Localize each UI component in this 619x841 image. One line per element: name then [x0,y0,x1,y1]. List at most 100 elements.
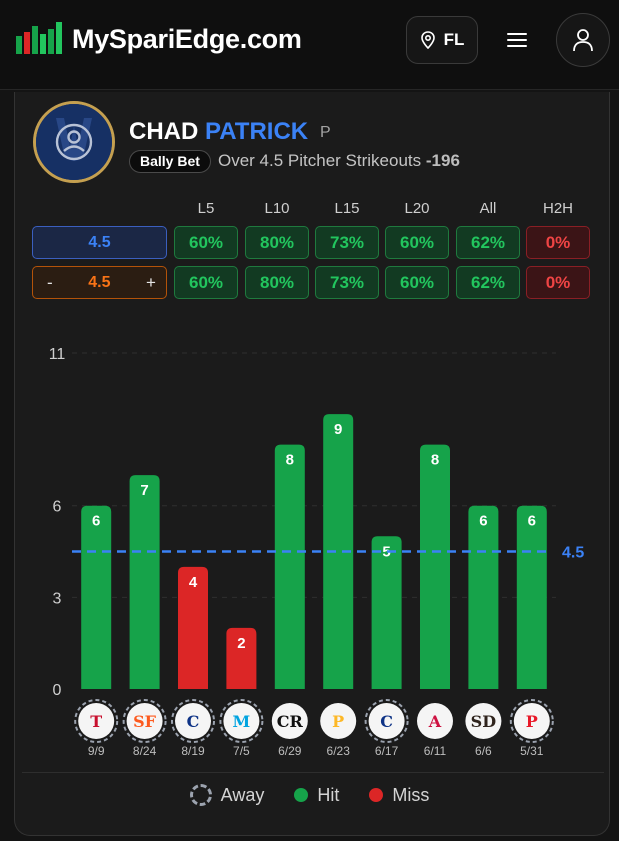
decrease-line-button[interactable]: - [47,272,53,292]
x-tick-date-label: 8/19 [181,744,205,758]
opponent-logo-icon [223,703,260,739]
x-tick-date-label: 9/9 [88,744,105,758]
bar [274,444,305,689]
adj-split-l10-pct: 80% [245,266,309,299]
increase-line-button[interactable]: + [146,272,156,292]
split-header-all: All [479,200,497,217]
away-ring-icon [509,699,554,743]
bar-value-label: 9 [334,421,342,438]
legend-hit: Hit [294,785,339,806]
adj-split-h2h-pct: 0% [526,266,590,299]
bar-value-label: 5 [382,543,390,560]
opponent-logo-icon [78,703,115,739]
sportsbook-badge[interactable]: Bally Bet [129,150,211,173]
split-header-h2h: H2H [542,200,573,217]
adj-split-l15-pct: 73% [315,266,379,299]
split-header-l5: L5 [197,200,215,217]
state-selector-button[interactable]: FL [406,16,478,64]
opponent-logo-icon [513,703,550,739]
away-ring-icon [122,699,167,743]
y-tick-label: 11 [49,346,66,363]
strikeouts-bar-chart: 0 3 6 11 6 T 9/9 7 SF 8/24 4 C 8/19 2 M 7/5 8 CR 6/29 9 P 6/2… [49,346,585,758]
location-pin-icon [420,31,435,49]
x-tick-date-label: 6/29 [278,744,302,758]
x-tick-date-label: 7/5 [233,744,250,758]
state-label: FL [443,30,465,49]
split-header-l15: L15 [334,200,360,217]
adj-split-all-pct: 62% [456,266,520,299]
account-button[interactable] [556,13,610,67]
opponent-logo-icon [417,703,453,739]
legend-hit-label: Hit [317,784,340,805]
adj-split-l20-pct: 60% [385,266,449,299]
bar-value-label: 6 [92,513,100,530]
opponent-initial-glyph: SF [133,712,157,731]
split-l10-pct: 80% [245,226,309,259]
threshold-label: 4.5 [562,545,584,562]
opponent-initial-glyph: CR [277,712,304,731]
chart-legend: Away Hit Miss [0,784,619,806]
bar [81,505,112,689]
brewers-logo-icon [36,104,112,180]
prop-odds: -196 [425,151,460,170]
opponent-initial-glyph: P [526,712,538,731]
prop-description: Over 4.5 Pitcher Strikeouts [218,151,422,170]
bar [516,505,547,689]
legend-divider [22,772,604,773]
bar [226,627,257,689]
opponent-initial-glyph: A [428,712,442,731]
bar-value-label: 6 [528,513,536,530]
menu-button[interactable] [500,26,534,54]
opponent-initial-glyph: T [90,712,102,731]
player-prop-card [14,92,610,836]
legend-miss: Miss [369,785,429,806]
prop-line-value[interactable]: 4.5 [32,226,167,259]
split-header-l20: L20 [404,200,430,217]
opponent-logo-icon [271,703,308,739]
player-name: CHAD PATRICK [129,118,308,146]
miss-dot-icon [369,788,384,802]
y-tick-label: 6 [53,499,62,516]
away-ring-icon [74,699,119,743]
site-logo-text[interactable]: MySpariEdge.com [72,24,302,54]
away-ring-icon [364,699,409,743]
hit-dot-icon [294,788,309,802]
x-tick-date-label: 6/11 [424,744,447,758]
bar [420,444,450,689]
x-tick-date-label: 6/23 [327,744,351,758]
x-tick-date-label: 6/17 [375,744,399,758]
split-all-pct: 62% [456,226,520,259]
hamburger-menu-icon [507,33,527,47]
team-logo-avatar [33,101,115,183]
y-tick-label: 3 [53,590,62,607]
x-tick-date-label: 8/24 [133,744,157,758]
opponent-initial-glyph: C [380,712,393,731]
bar [129,475,160,689]
bar [468,505,499,689]
opponent-logo-icon [320,703,357,739]
bar-value-label: 7 [140,482,148,499]
adjusted-line-value: 4.5 [88,273,111,291]
bar-value-label: 8 [286,452,294,469]
top-navigation-bar: MySpariEdge.com FL [0,0,619,90]
player-last-name: PATRICK [205,118,309,145]
x-tick-date-label: 5/31 [520,744,544,758]
opponent-initial-glyph: SD [471,712,497,731]
away-ring-icon [189,784,212,806]
adj-split-l5-pct: 60% [174,266,238,299]
opponent-initial-glyph: P [332,712,344,731]
logo-bars-icon [16,22,62,54]
legend-away-label: Away [220,784,265,805]
opponent-logo-icon [368,703,405,739]
bar-value-label: 4 [189,574,198,591]
split-l20-pct: 60% [385,226,449,259]
split-header-l10: L10 [264,200,290,217]
opponent-logo-icon [126,703,163,739]
line-adjuster: - 4.5 + [32,266,167,299]
bar [178,566,208,689]
opponent-logo-icon [465,703,502,739]
away-ring-icon [171,699,215,743]
away-ring-icon [219,699,264,743]
opponent-logo-icon [175,703,211,739]
x-tick-date-label: 6/6 [475,744,492,758]
